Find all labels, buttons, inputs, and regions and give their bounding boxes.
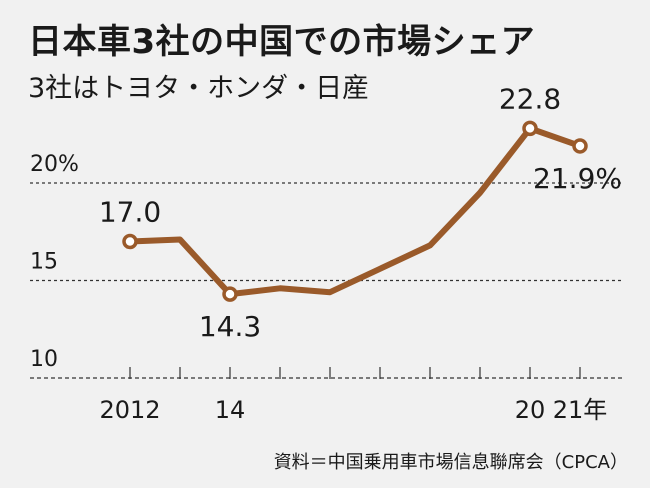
x-tick-label: 21年 — [553, 396, 608, 424]
chart-source: 資料＝中国乗用車市場信息聯席会（CPCA） — [273, 452, 628, 473]
chart-subtitle: 3社はトヨタ・ホンダ・日産 — [28, 73, 370, 104]
data-label: 17.0 — [99, 196, 161, 229]
x-tick-label: 14 — [215, 396, 246, 424]
data-point-marker — [522, 120, 538, 137]
data-label: 21.9% — [533, 162, 622, 195]
data-label: 22.8 — [499, 82, 561, 115]
series-line — [127, 125, 583, 298]
data-label: 14.3 — [199, 310, 261, 343]
y-tick-label: 15 — [30, 250, 58, 275]
data-point-marker — [222, 286, 238, 302]
data-point-marker — [122, 233, 138, 250]
y-tick-label: 10 — [30, 347, 58, 372]
data-point-marker — [572, 138, 588, 154]
chart-title: 日本車3社の中国での市場シェア — [28, 22, 536, 62]
y-tick-label: 20% — [30, 152, 79, 177]
x-tick-label: 20 — [515, 396, 546, 424]
x-tick-label: 2012 — [99, 396, 160, 424]
